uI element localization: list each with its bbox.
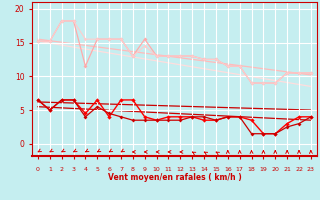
X-axis label: Vent moyen/en rafales ( km/h ): Vent moyen/en rafales ( km/h ): [108, 174, 241, 182]
